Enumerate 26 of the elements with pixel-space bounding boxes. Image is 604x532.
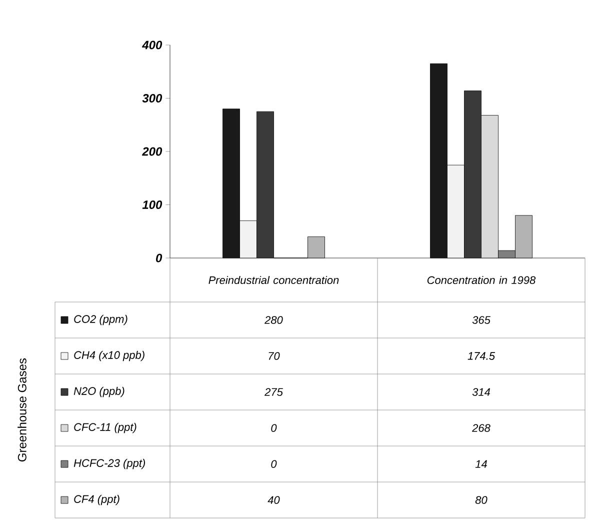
data-label: 314 [472,388,490,396]
y-tick-label: 300 [142,94,162,102]
y-tick-label: 200 [142,147,162,156]
data-label: 80 [475,496,488,504]
data-label: 0 [271,424,277,432]
data-label: 14 [475,460,487,468]
data-label: 280 [264,316,283,324]
data-label: 0 [271,460,277,468]
y-tick-label: 400 [142,40,162,50]
legend-label: CH4 (x10 ppb) [74,350,144,362]
x-tick-label: Preindustrial concentration [208,276,339,284]
data-label: 275 [264,388,283,396]
legend-label: CO2 (ppm) [74,314,128,326]
data-label: 40 [268,496,280,504]
x-tick-label: Concentration in 1998 [427,276,536,284]
data-label: 268 [472,424,490,432]
legend-label: HCFC-23 (ppt) [74,458,145,470]
y-tick-label: 0 [156,254,162,262]
legend-label: CFC-11 (ppt) [74,422,136,434]
data-label: 70 [268,352,280,360]
legend-label: N2O (ppb) [74,386,124,398]
data-label: 174.5 [468,352,496,360]
legend-label: CF4 (ppt) [74,494,120,506]
y-tick-label: 100 [142,200,162,209]
text: Greenhouse Gases [18,358,26,462]
data-label: 365 [472,316,490,324]
